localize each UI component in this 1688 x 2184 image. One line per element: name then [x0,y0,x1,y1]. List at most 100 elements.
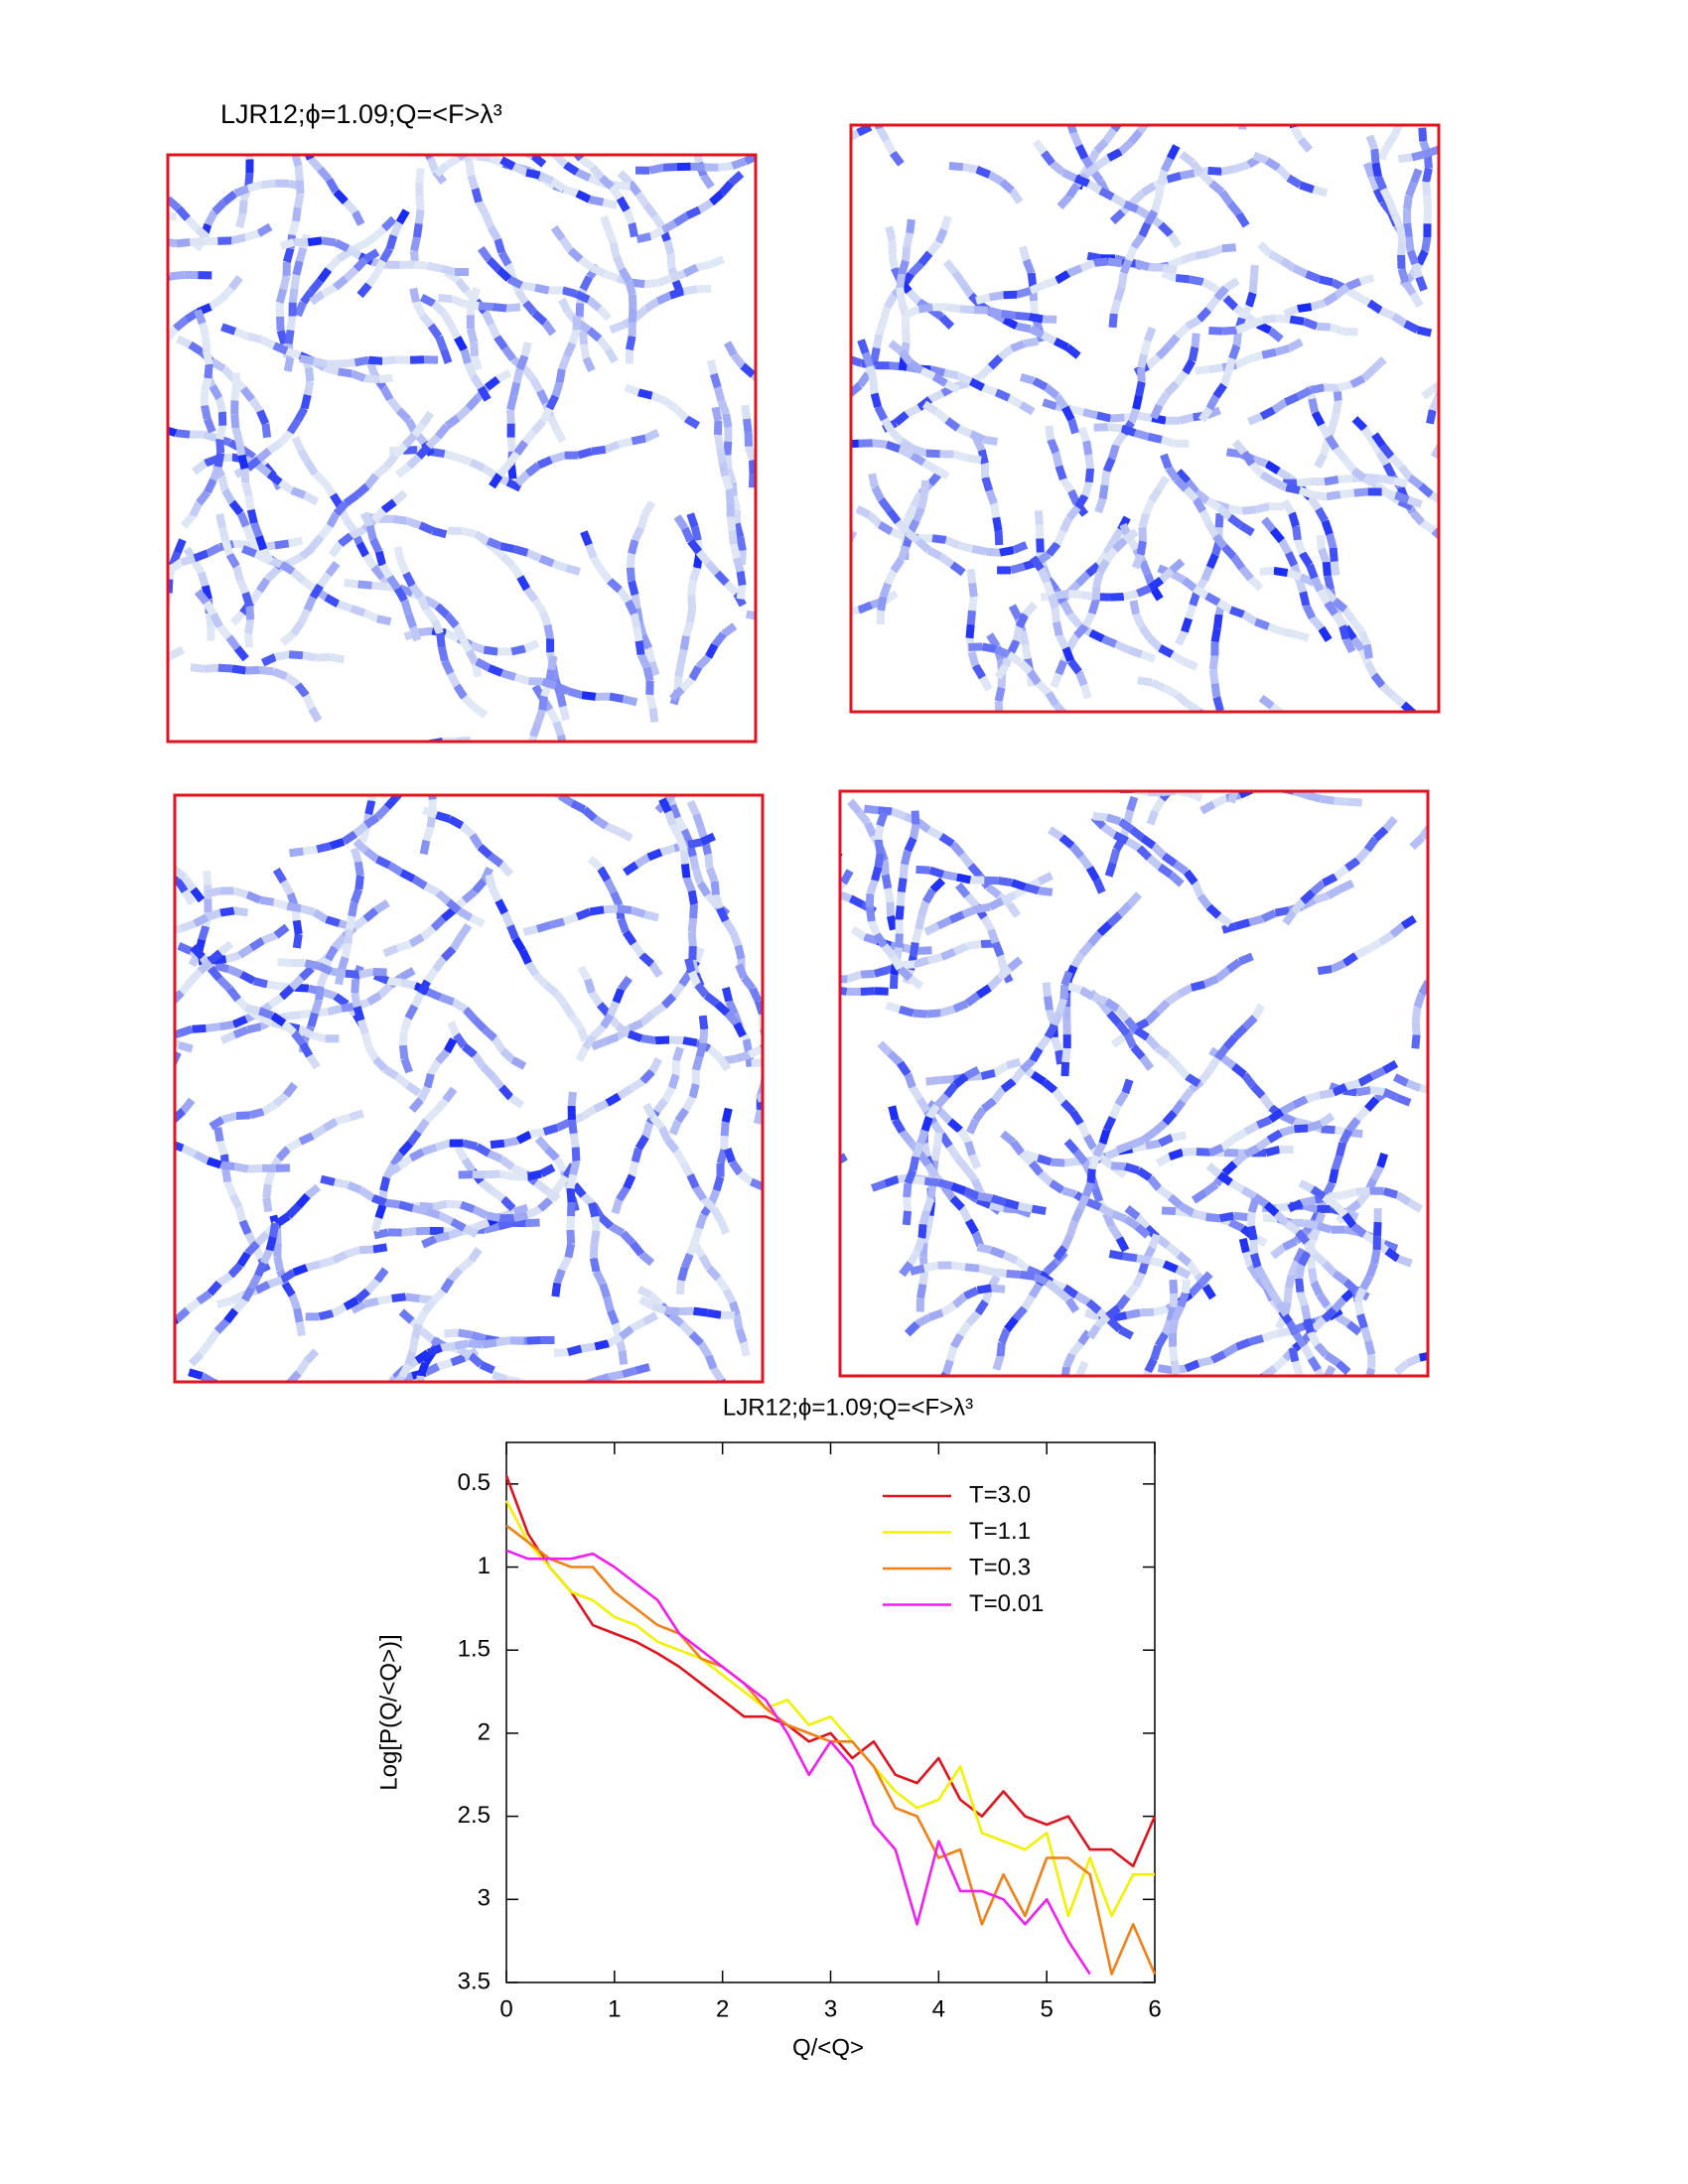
chain-segment [1303,1219,1319,1230]
chain-segment [290,568,307,585]
chain-segment [933,408,950,424]
chain-segment [896,287,906,303]
chain-segment [380,215,397,232]
chain-segment [1255,1137,1272,1152]
chain-segment [1369,1066,1386,1081]
chain-segment [1336,380,1353,392]
chain-segment [698,1254,713,1271]
chain-segment [1213,1044,1229,1061]
chain-segment [888,1105,900,1121]
chain-segment [764,384,774,394]
chain-segment [1356,777,1369,783]
chain-segment [352,915,368,931]
chain-segment [1069,131,1083,148]
chain-segment [349,526,365,540]
chain-segment [324,594,341,608]
chain-segment [733,557,745,573]
chain-segment [1225,448,1241,459]
chain-segment [522,300,538,316]
chain-segment [1170,650,1187,666]
chain-segment [679,849,689,865]
chain-segment [1281,1237,1299,1252]
chain-segment [1196,892,1212,909]
chain-segment [1295,1278,1305,1293]
chain-segment [1220,164,1237,176]
chain-segment [1372,187,1387,204]
chain-segment [246,508,258,525]
chain-segment [1214,966,1231,982]
chain-segment [607,1001,620,1018]
chain-segment [483,645,498,656]
chain-segment [337,1404,350,1410]
chain-segment [1450,423,1458,435]
chain-segment [470,373,485,390]
chain-segment [1210,1523,1219,1533]
chain-segment [1182,1148,1197,1157]
chain-segment [465,161,476,177]
chain-segment [678,1320,695,1337]
chain-segment [1310,299,1327,311]
chain-segment [423,883,440,896]
chain-segment [566,1229,576,1245]
chain-segment [1201,1284,1216,1300]
chain-segment [1290,898,1306,915]
chain-segment [126,163,138,171]
chain-segment [688,855,700,872]
chain-segment [943,368,959,380]
chain-segment [1030,300,1039,316]
chain-segment [1379,443,1395,460]
chain-segment [989,1246,1006,1259]
chain-segment [1324,600,1338,616]
chain-segment [409,287,421,304]
chain-segment [1308,397,1320,414]
chain-segment [549,451,566,464]
chain-segment [1259,406,1276,421]
chain-segment [642,203,658,219]
chain-segment [533,709,546,725]
chain-segment [1091,993,1108,1006]
chain-segment [660,219,677,234]
chain-segment [803,441,811,453]
chain-segment [1371,162,1382,178]
chain-segment [490,1139,505,1150]
chain-segment [711,406,723,422]
chain-segment [685,769,695,779]
chain-segment [13,848,26,853]
chain-segment [764,987,777,989]
chain-segment [1222,326,1237,336]
chain-segment [298,1417,310,1425]
chain-segment [343,1297,359,1310]
chain-segment [193,549,210,563]
chain-segment [641,1122,653,1138]
chain-segment [487,224,501,241]
chain-segment [244,1004,261,1016]
chain-segment [1294,538,1307,555]
chain-segment [605,822,622,836]
chain-segment [558,354,571,371]
chain-segment [1079,683,1092,700]
chain-segment [1493,154,1506,160]
chain-segment [279,274,291,291]
chain-segment [1321,1125,1336,1135]
chain-segment [994,663,1010,680]
chain-segment [1323,1364,1336,1376]
chain-segment [423,1362,441,1377]
chain-segment [1101,634,1118,648]
chain-segment [236,511,250,528]
chain-segment [1212,533,1228,550]
chain-segment [742,1038,754,1054]
chain-segment [967,863,983,879]
chain-segment [1200,278,1218,293]
chain-segment [777,989,791,990]
chain-segment [444,155,461,169]
chain-segment [1494,522,1508,523]
chain-segment [439,140,451,147]
chain-segment [1134,1223,1151,1239]
chain-segment [687,970,702,987]
chain-segment [1038,1170,1055,1186]
chain-segment [1388,454,1405,470]
chain-segment [309,290,326,306]
chain-segment [996,22,1006,32]
chain-segment [310,1412,323,1416]
chain-segment [202,336,211,351]
